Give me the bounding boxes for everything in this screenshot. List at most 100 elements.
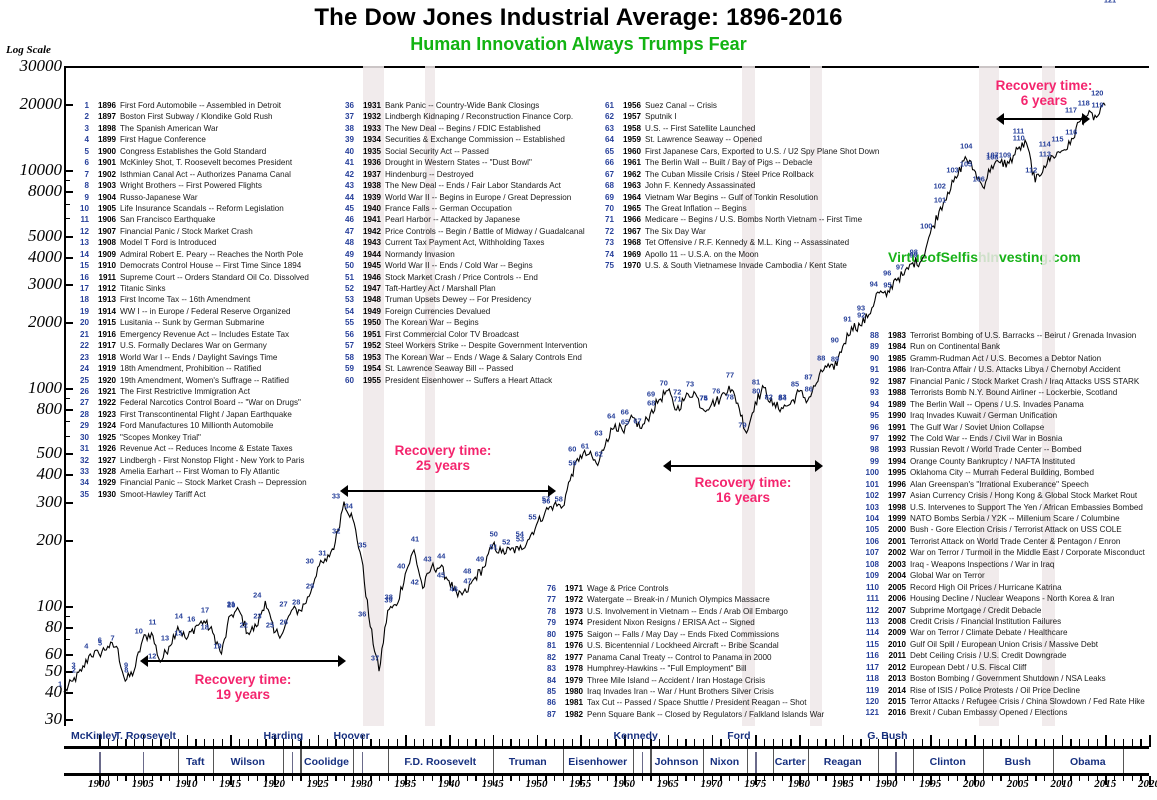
data-point-label: 60 [568,444,577,454]
event-number: 79 [546,618,556,628]
event-row: 24 1919 18th Amendment, Prohibition -- Rat… [72,363,309,374]
x-axis-minor-tick [1122,739,1125,747]
event-year: 1933 [362,123,381,133]
event-number: 47 [344,226,354,236]
y-axis-tick [64,605,73,608]
event-row: 85 1980 Iraq Invades Iran -- War / Hunt Br… [539,686,824,697]
data-point-label: 85 [790,379,800,389]
president-marker-stem [142,752,145,773]
x-axis-minor-tick [1009,739,1011,747]
x-axis-minor-tick [300,739,302,747]
x-axis-major-tick [930,735,932,747]
x-axis-minor-tick [895,739,897,747]
event-description: Federal Narcotics Control Board -- "War … [120,398,301,408]
event-year: 1999 [887,514,906,523]
event-number: 94 [869,399,879,409]
event-row: 43 1938 The New Deal -- Ends / Fair Labor … [337,180,587,191]
x-axis-major-tick [974,735,976,747]
x-axis-minor-tick [1044,739,1046,747]
x-axis-minor-tick [387,776,390,781]
event-year: 1912 [97,284,116,293]
event-description: First Japanese Cars, Exported to U.S. / … [645,146,880,156]
event-row: 110 2005 Record High Oil Prices / Hurrican… [862,582,1145,593]
president-marker-stem [895,752,897,773]
x-axis-minor-tick [501,739,503,747]
event-row: 58 1953 The Korean War -- Ends / Wage & Sa… [337,352,587,363]
event-year: 2003 [887,559,906,569]
data-point-label: 61 [580,441,590,451]
event-description: Price Controls -- Begin / Battle of Midw… [385,226,585,236]
event-description: The Cold War -- Ends / Civil War in Bosn… [910,433,1063,443]
event-year: 1930 [97,489,116,499]
event-number: 97 [869,433,879,443]
event-description: The New Deal -- Ends / Fair Labor Standa… [385,181,561,191]
x-axis-minor-tick [204,776,206,781]
plot-top-border [64,66,1149,68]
event-number: 99 [869,456,879,466]
event-row: 118 2013 Boston Bombing / Government Shutd… [862,673,1145,684]
x-axis-minor-tick [335,739,337,747]
x-axis-minor-tick [457,739,460,747]
x-axis-minor-tick [1026,739,1028,747]
event-row: 104 1999 NATO Bombs Serbia / Y2K -- Millen… [862,513,1145,524]
event-description: Suez Canal -- Crisis [645,101,717,110]
event-number: 9 [84,192,89,202]
president-term-divider [1122,749,1125,773]
data-point-label: 102 [933,181,946,191]
event-description: World War I -- Ends / Daylight Savings T… [120,352,278,362]
x-axis-major-tick [186,776,189,785]
data-point-label: 59 [568,458,577,468]
x-axis-minor-tick [947,776,950,781]
event-description: San Francisco Earthquake [120,215,216,225]
x-axis-minor-tick [440,776,442,781]
event-number: 92 [869,376,879,386]
event-year: 1979 [564,675,583,685]
event-row: 14 1909 Admiral Robert E. Peary -- Reaches… [72,249,309,260]
y-axis-tick [64,256,73,259]
event-number: 105 [865,525,879,535]
data-point-label: 101 [933,195,947,205]
event-year: 1947 [362,284,381,293]
event-row: 8 1903 Wright Brothers -- First Powered Fl… [72,180,309,191]
data-point-label: 87 [804,372,813,382]
president-term-divider [632,749,635,773]
event-description: Lindbergh - First Nonstop Flight - New Y… [120,455,305,465]
event-number: 41 [344,158,354,168]
x-axis-major-tick [1017,735,1020,747]
event-year: 1909 [97,249,116,259]
president-term-carter: Carter [774,756,806,768]
event-description: France Falls -- German Occupation [385,203,512,213]
data-point-label: 21 [226,599,236,609]
x-axis-major-tick [142,776,145,785]
event-number: 107 [865,548,879,558]
page-subtitle: Human Innovation Always Trumps Fear [410,34,747,54]
event-number: 77 [546,595,556,605]
x-axis-major-tick [842,776,845,785]
event-number: 18 [79,295,89,305]
event-year: 1997 [887,491,906,501]
president-label-ford: Ford [727,730,751,742]
x-axis-minor-tick [344,739,346,747]
data-point-label: 47 [463,576,472,586]
event-year: 1936 [362,158,381,168]
data-point-label: 93 [856,303,866,313]
data-point-label: 109 [998,150,1012,160]
event-number: 20 [79,318,89,328]
event-description: The New Deal -- Begins / FDIC Establishe… [385,123,541,133]
event-number: 6 [84,158,89,168]
event-number: 51 [344,272,354,282]
event-row: 53 1948 Truman Upsets Dewey -- For Preside… [337,294,587,305]
event-description: Vietnam War Begins -- Gulf of Tonkin Res… [645,192,819,202]
event-number: 55 [344,318,354,328]
event-row: 87 1982 Penn Square Bank -- Closed by Regu… [539,709,824,720]
data-point-label: 33 [331,491,341,501]
event-row: 56 1951 First Commercial Color TV Broadcas… [337,329,587,340]
y-axis-tick-label: 3000 [28,273,62,293]
y-axis-tick [64,540,73,542]
event-number: 78 [546,606,556,616]
x-axis-minor-tick [851,739,853,747]
x-axis-minor-tick [519,776,521,781]
event-number: 73 [604,238,614,248]
event-year: 1980 [564,686,583,696]
dow-price-path [63,102,1106,693]
